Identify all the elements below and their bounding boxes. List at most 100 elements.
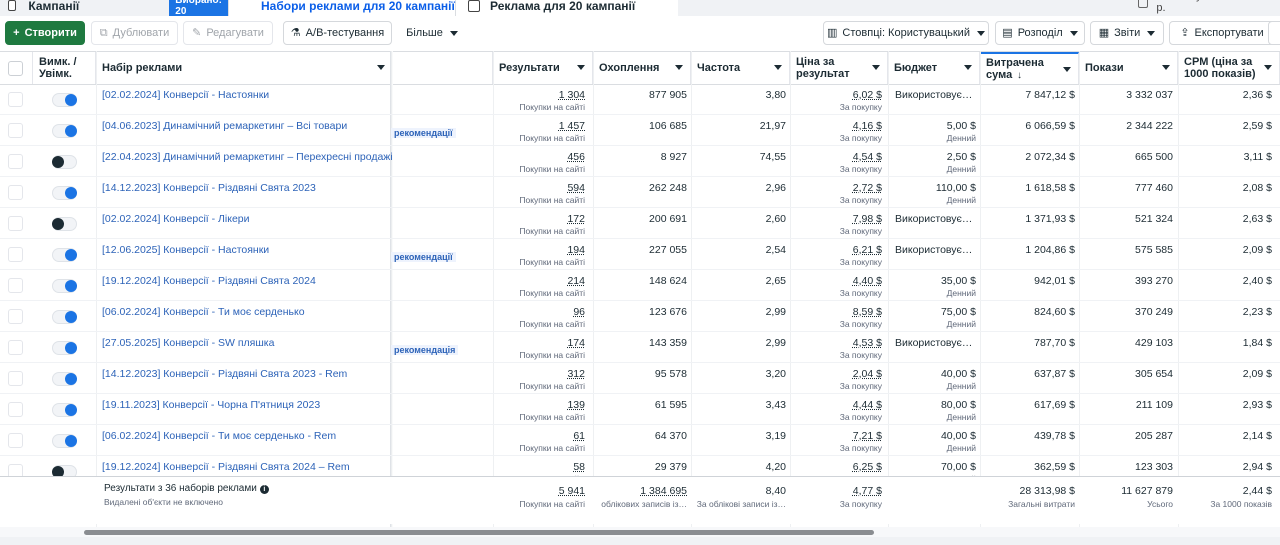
budget-value[interactable]: 2,50 $: [946, 151, 976, 163]
export-button[interactable]: ⇪ Експортувати: [1169, 21, 1275, 45]
select-all-checkbox[interactable]: [8, 61, 23, 76]
recommendation-badge[interactable]: рекомендація: [391, 345, 459, 355]
edit-button[interactable]: ✎ Редагувати: [183, 21, 273, 45]
adset-name-link[interactable]: [27.05.2025] Конверсії - SW пляшка: [102, 337, 275, 349]
delivery-toggle[interactable]: [52, 248, 77, 262]
results-value[interactable]: 172: [567, 213, 585, 225]
recommendation-badge[interactable]: рекомендації: [391, 128, 456, 138]
cost-per-result-value[interactable]: 4,53 $: [852, 337, 882, 349]
row-checkbox[interactable]: [8, 278, 23, 293]
columns-button[interactable]: ▥ Стовпці: Користувацький: [823, 21, 989, 45]
delivery-toggle[interactable]: [52, 434, 77, 448]
col-reach[interactable]: Охоплення: [593, 52, 691, 84]
tab-campaigns[interactable]: Кампанії Вибрано: 20: [8, 0, 228, 16]
reports-button[interactable]: ▦ Звіти: [1090, 21, 1164, 45]
adset-name-link[interactable]: [19.12.2024] Конверсії - Різдвяні Свята …: [102, 275, 316, 287]
row-checkbox[interactable]: [8, 92, 23, 107]
adset-name-link[interactable]: [12.06.2025] Конверсії - Настоянки: [102, 244, 270, 256]
col-name[interactable]: Набір реклами: [96, 52, 393, 84]
duplicate-button[interactable]: ⧉ Дублювати: [91, 21, 178, 45]
budget-value[interactable]: 40,00 $: [940, 430, 976, 442]
adset-name-link[interactable]: [14.12.2023] Конверсії - Різдвяні Свята …: [102, 182, 316, 194]
cost-per-result-value[interactable]: 7,98 $: [852, 213, 882, 225]
cost-per-result-value[interactable]: 4,40 $: [852, 275, 882, 287]
date-range-picker[interactable]: Максимум: 13 лип 2022 р.: [1138, 0, 1280, 14]
adset-name-link[interactable]: [22.04.2023] Динамічний ремаркетинг – Пе…: [102, 151, 393, 163]
delivery-toggle[interactable]: [52, 341, 77, 355]
delivery-toggle[interactable]: [52, 155, 77, 169]
delivery-toggle[interactable]: [52, 217, 77, 231]
budget-value[interactable]: 110,00 $: [935, 182, 976, 194]
col-budget[interactable]: Бюджет: [888, 52, 980, 84]
results-value[interactable]: 1 457: [558, 120, 585, 132]
summary-reach[interactable]: 1 384 695: [640, 485, 687, 497]
results-value[interactable]: 139: [567, 399, 585, 411]
tab-adsets[interactable]: Набори реклами для 20 кампанії: [228, 0, 456, 16]
row-checkbox[interactable]: [8, 402, 23, 417]
col-frequency[interactable]: Частота: [691, 52, 790, 84]
cost-per-result-value[interactable]: 6,25 $: [852, 461, 882, 473]
budget-value[interactable]: 35,00 $: [940, 275, 976, 287]
delivery-toggle[interactable]: [52, 310, 77, 324]
budget-value[interactable]: Використовує…: [895, 89, 973, 101]
row-checkbox[interactable]: [8, 340, 23, 355]
delivery-toggle[interactable]: [52, 279, 77, 293]
budget-value[interactable]: 40,00 $: [940, 368, 976, 380]
results-value[interactable]: 58: [573, 461, 585, 473]
delivery-toggle[interactable]: [52, 93, 77, 107]
results-value[interactable]: 312: [567, 368, 585, 380]
delivery-toggle[interactable]: [52, 186, 77, 200]
selected-count-badge[interactable]: Вибрано: 20: [169, 0, 228, 16]
cost-per-result-value[interactable]: 6,21 $: [852, 244, 882, 256]
adset-name-link[interactable]: [14.12.2023] Конверсії - Різдвяні Свята …: [102, 368, 348, 380]
results-value[interactable]: 594: [567, 182, 585, 194]
results-value[interactable]: 456: [567, 151, 585, 163]
adset-name-link[interactable]: [04.06.2023] Динамічний ремаркетинг – Вс…: [102, 120, 348, 132]
results-value[interactable]: 96: [573, 306, 585, 318]
adset-name-link[interactable]: [06.02.2024] Конверсії - Ти моє серденьк…: [102, 430, 337, 442]
tab-ads[interactable]: Реклама для 20 кампанії: [456, 0, 678, 16]
row-checkbox[interactable]: [8, 433, 23, 448]
row-checkbox[interactable]: [8, 154, 23, 169]
row-checkbox[interactable]: [8, 309, 23, 324]
breakdown-button[interactable]: ▤ Розподіл: [995, 21, 1085, 45]
cost-per-result-value[interactable]: 2,04 $: [852, 368, 882, 380]
results-value[interactable]: 61: [573, 430, 585, 442]
info-icon[interactable]: i: [259, 485, 269, 494]
cost-per-result-value[interactable]: 8,59 $: [852, 306, 882, 318]
budget-value[interactable]: Використовує…: [895, 213, 973, 225]
delivery-toggle[interactable]: [52, 372, 77, 386]
recommendation-badge[interactable]: рекомендації: [391, 252, 456, 262]
adset-name-link[interactable]: [06.02.2024] Конверсії - Ти моє серденьк…: [102, 306, 305, 318]
budget-value[interactable]: Використовує…: [895, 244, 973, 256]
overflow-button[interactable]: [1268, 21, 1280, 45]
cost-per-result-value[interactable]: 6,02 $: [852, 89, 882, 101]
col-spent[interactable]: Витрачена сума ↓: [980, 52, 1079, 84]
results-value[interactable]: 1 304: [558, 89, 585, 101]
cost-per-result-value[interactable]: 4,54 $: [852, 151, 882, 163]
cost-per-result-value[interactable]: 4,16 $: [852, 120, 882, 132]
col-results[interactable]: Результати: [493, 52, 593, 84]
delivery-toggle[interactable]: [52, 403, 77, 417]
budget-value[interactable]: Використовує…: [895, 337, 973, 349]
more-button[interactable]: Більше: [398, 21, 466, 45]
results-value[interactable]: 194: [567, 244, 585, 256]
row-checkbox[interactable]: [8, 216, 23, 231]
results-value[interactable]: 174: [567, 337, 585, 349]
results-value[interactable]: 214: [567, 275, 585, 287]
budget-value[interactable]: 75,00 $: [940, 306, 976, 318]
budget-value[interactable]: 5,00 $: [946, 120, 976, 132]
cost-per-result-value[interactable]: 7,21 $: [852, 430, 882, 442]
adset-name-link[interactable]: [19.11.2023] Конверсії - Чорна П'ятниця …: [102, 399, 321, 411]
budget-value[interactable]: 80,00 $: [940, 399, 976, 411]
cost-per-result-value[interactable]: 4,44 $: [852, 399, 882, 411]
row-checkbox[interactable]: [8, 247, 23, 262]
summary-cost-per-result[interactable]: 4,77 $: [852, 485, 882, 497]
col-cpm[interactable]: CPM (ціна за 1000 показів): [1178, 52, 1280, 84]
horizontal-scrollbar-thumb[interactable]: [84, 530, 874, 535]
create-button[interactable]: + Створити: [5, 21, 85, 45]
budget-value[interactable]: 70,00 $: [940, 461, 976, 473]
delivery-toggle[interactable]: [52, 124, 77, 138]
col-impressions[interactable]: Покази: [1079, 52, 1178, 84]
row-checkbox[interactable]: [8, 123, 23, 138]
